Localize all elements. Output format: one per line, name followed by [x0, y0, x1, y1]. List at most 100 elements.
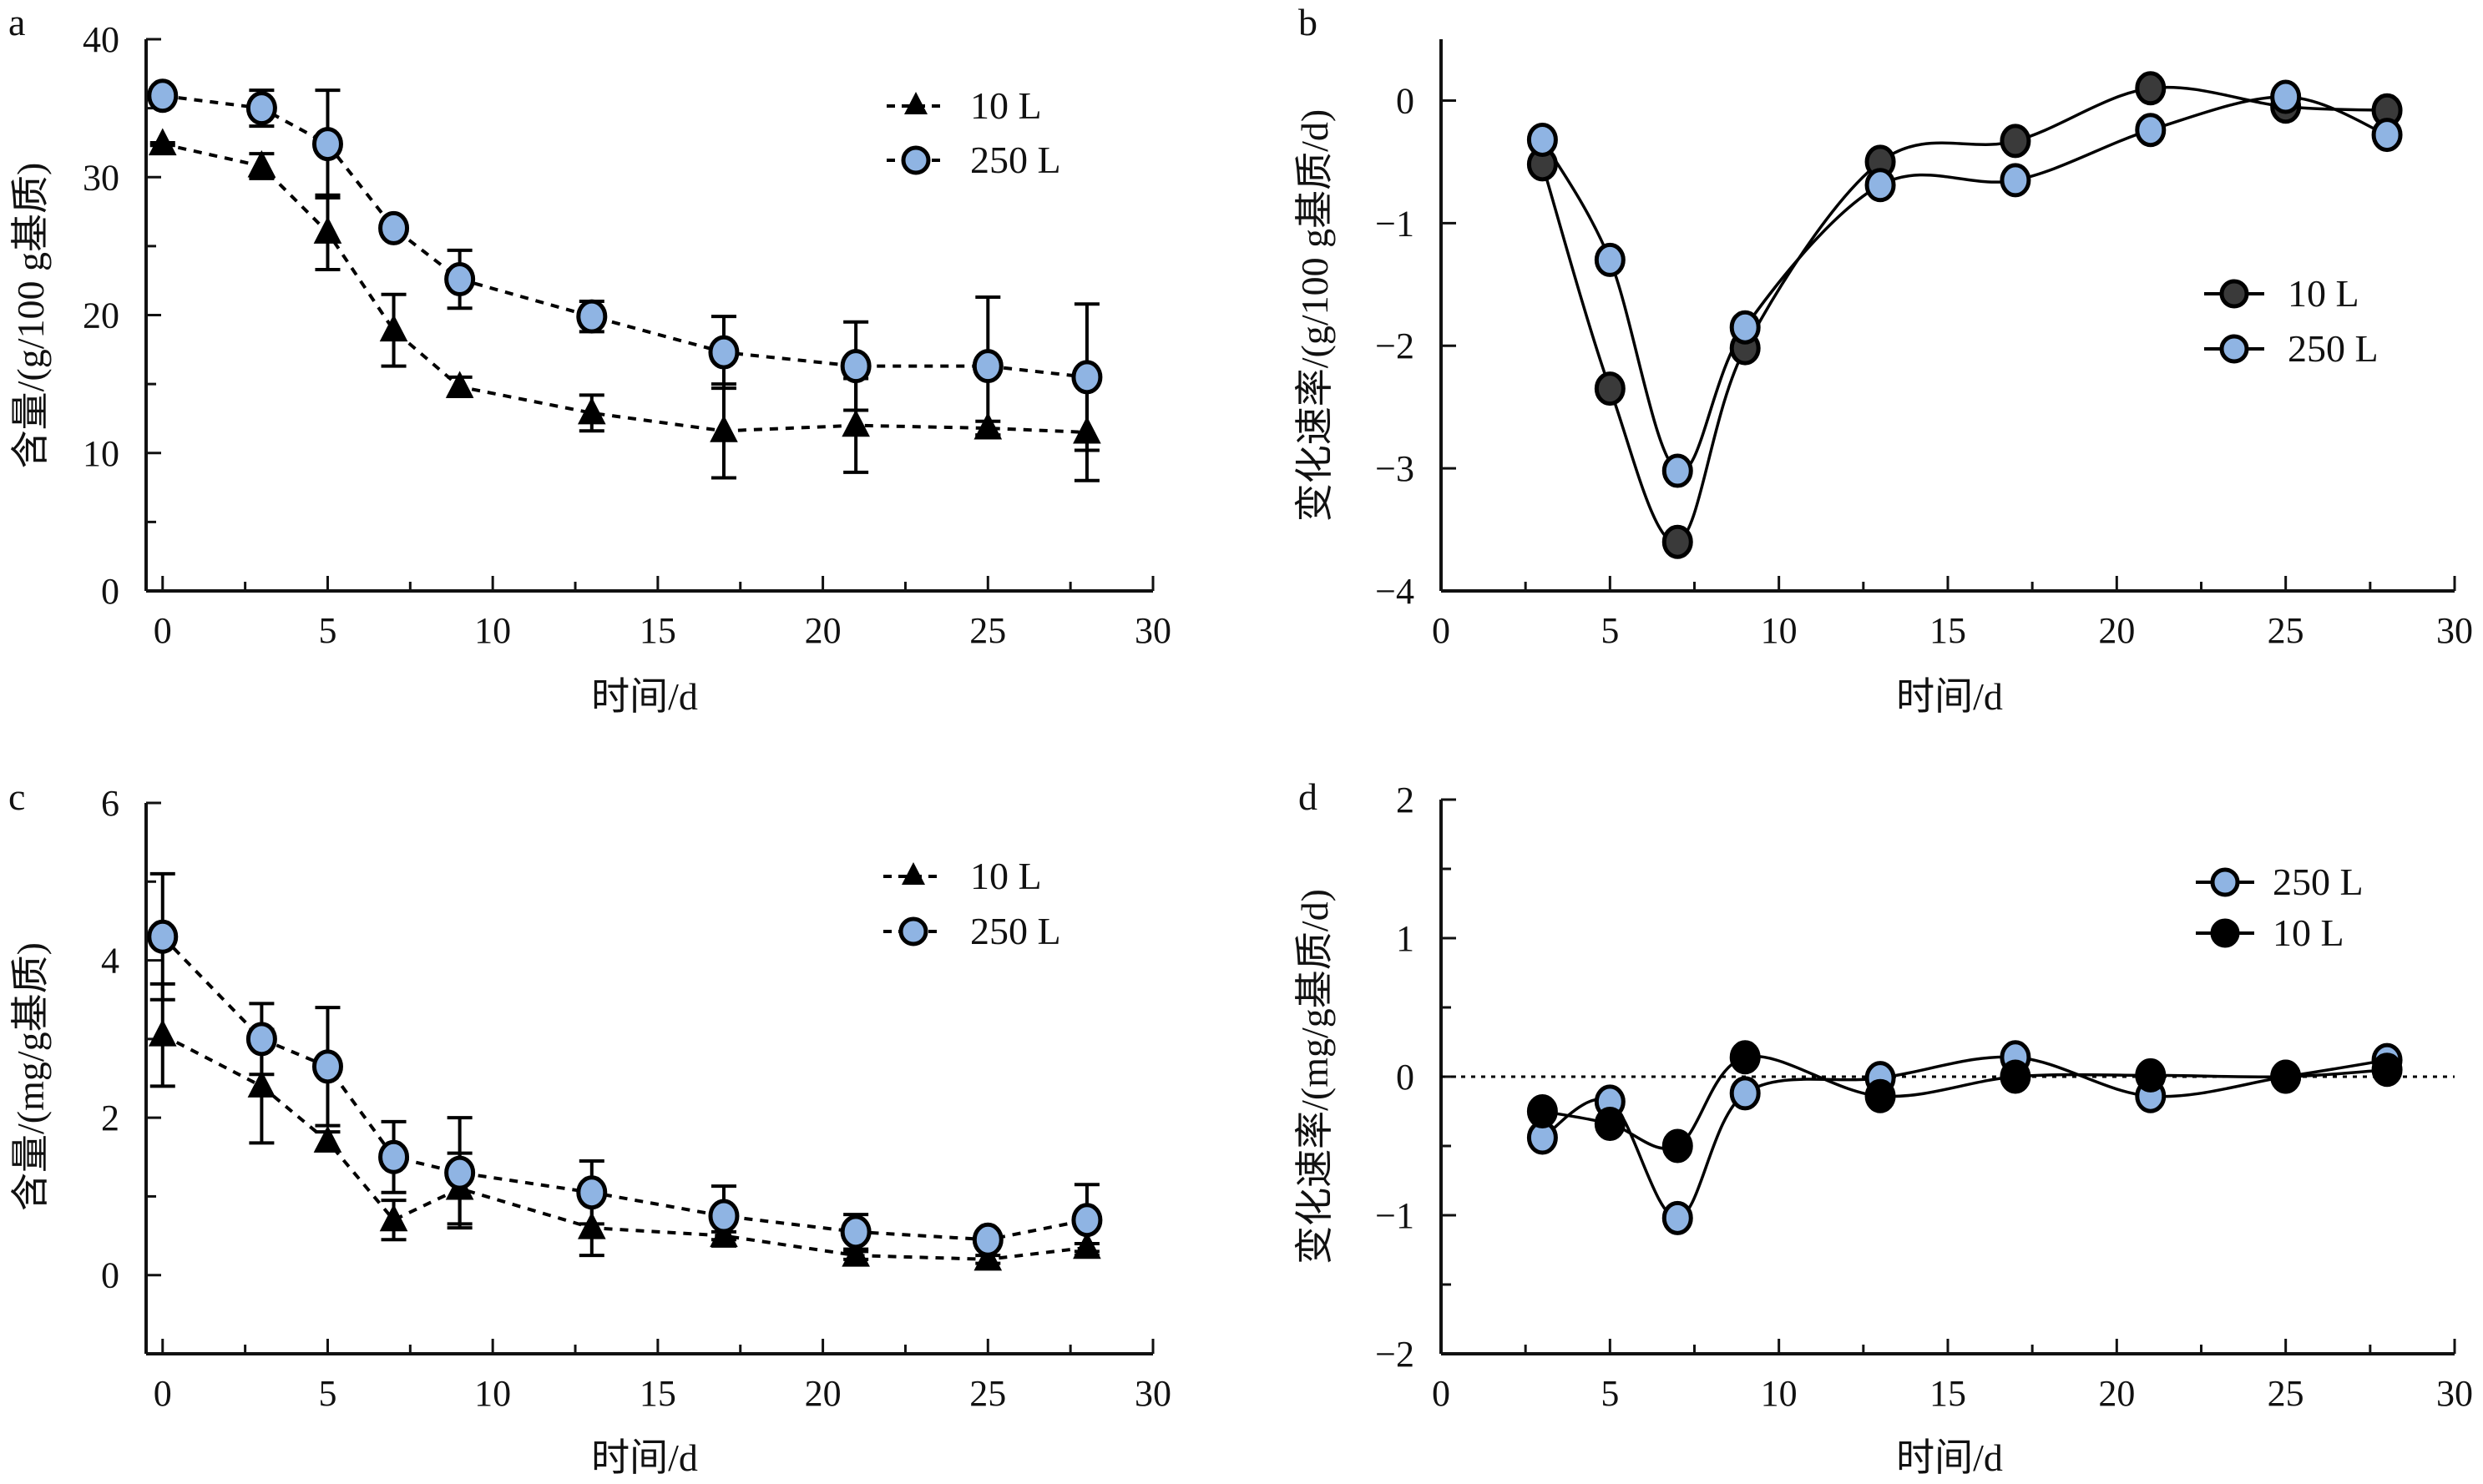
legend-item-250L: 250 L [2196, 861, 2364, 903]
x-tick-label: 20 [2098, 1373, 2135, 1414]
legend-item-10L: 10 L [887, 84, 1042, 127]
y-tick-label: 20 [83, 295, 119, 336]
series-10L-point [1073, 416, 1101, 444]
panel-label-c: c [8, 775, 25, 818]
series-10L-point [2371, 1052, 2403, 1088]
series-10L-point [842, 409, 870, 437]
panel-d: d 变化速率/(mg/g基质/d) 时间/d 0 5 10 15 20 25 30−2−10… [1293, 775, 2473, 1479]
series-250L-point [1071, 1203, 1103, 1238]
legend-circle-icon [2219, 279, 2249, 309]
series-250L-point [708, 1199, 740, 1234]
x-tick-label: 15 [640, 1373, 676, 1414]
series-250L-point [2270, 79, 2302, 114]
y-tick-label: 10 [83, 433, 119, 474]
x-tick-label: 30 [1135, 610, 1171, 651]
marks-c [147, 871, 1103, 1271]
y-tick-label: −4 [1375, 571, 1414, 612]
x-tick-label: 0 [154, 610, 172, 651]
series-250L-point [1071, 360, 1103, 395]
y-tick-label: 1 [1396, 918, 1414, 959]
x-axis-title-b: 时间/d [1896, 675, 2003, 718]
series-10L-point [1594, 1106, 1626, 1141]
x-tick-label: 30 [1135, 1373, 1171, 1414]
series-250L-point [245, 91, 277, 126]
y-axis-title-a: 含量/(g/100 g基质) [9, 163, 52, 469]
series-10L-point [1594, 371, 1626, 406]
marks-a [147, 78, 1103, 482]
legend-item-250L: 250 L [2204, 327, 2379, 370]
x-tick-label: 15 [640, 610, 676, 651]
legend-item-10L: 10 L [883, 855, 1042, 897]
y-axis-title-c: 含量/(mg/g基质) [9, 942, 52, 1211]
series-10L-point [247, 149, 276, 178]
series-250L-point [840, 349, 872, 384]
series-250L-point [972, 1222, 1004, 1257]
series-10L-point [379, 1204, 408, 1232]
x-tick-label: 0 [1432, 1373, 1450, 1414]
series-10L-point [1864, 1078, 1896, 1113]
series-250L-point [245, 1022, 277, 1057]
series-250L-line [161, 935, 1088, 1242]
legend-d: 250 L 10 L [2196, 861, 2364, 954]
series-250L-point [1729, 310, 1761, 345]
panel-label-a: a [8, 1, 25, 43]
legend-label-10L: 10 L [2288, 272, 2359, 315]
x-tick-label: 25 [2268, 1373, 2304, 1414]
series-250L-line [162, 93, 1088, 379]
series-250L-point [576, 1175, 608, 1210]
x-tick-label: 0 [1432, 610, 1450, 651]
x-tick-label: 15 [1929, 1373, 1966, 1414]
legend-label-250L: 250 L [970, 910, 1061, 952]
legend-item-10L: 10 L [2204, 272, 2359, 315]
legend-b: 10 L 250 L [2204, 272, 2379, 370]
series-250L-point [444, 1155, 476, 1190]
legend-item-250L: 250 L [887, 139, 1061, 181]
series-10L-point [973, 411, 1003, 440]
series-250L-point [1864, 168, 1896, 203]
x-axis-title-c: 时间/d [591, 1436, 698, 1479]
y-tick-label: −1 [1375, 203, 1414, 244]
legend-label-10L: 10 L [970, 855, 1042, 897]
series-250L-point [2371, 118, 2403, 153]
series-250L-point [444, 262, 476, 297]
series-10L-line [162, 142, 1088, 434]
x-tick-label: 10 [474, 610, 511, 651]
legend-circle-icon [901, 145, 931, 175]
y-tick-label: 4 [101, 941, 119, 982]
series-10L-point [842, 1239, 870, 1267]
x-tick-label: 5 [318, 610, 336, 651]
x-axis-title-d: 时间/d [1896, 1436, 2003, 1479]
series-250L-point [2000, 163, 2031, 198]
legend-item-10L: 10 L [2196, 911, 2344, 954]
y-tick-label: 2 [1396, 780, 1414, 820]
legend-label-10L: 10 L [970, 84, 1042, 127]
series-250L-point [1661, 453, 1693, 488]
series-250L-point [378, 1139, 410, 1174]
series-250L-point [576, 299, 608, 334]
axes-c: 0 5 10 15 20 25 30 0 2 4 6 [101, 783, 1171, 1414]
y-tick-label: −1 [1375, 1195, 1414, 1236]
series-10L-point [577, 396, 606, 425]
x-tick-label: 20 [805, 1373, 842, 1414]
series-250L-point [2135, 113, 2167, 148]
legend-triangle-icon [904, 92, 928, 114]
panel-a: a 含量/(g/100 g基质) 时间/d 0 5 10 15 20 25 30 0 10 20 3… [8, 1, 1171, 718]
series-10L-point [313, 216, 342, 244]
series-10L-point [2270, 1059, 2302, 1094]
x-tick-label: 5 [1601, 1373, 1619, 1414]
series-250L-point [1729, 1076, 1761, 1111]
marks-d [1526, 1040, 2403, 1235]
legend-c: 10 L 250 L [883, 855, 1061, 952]
axes-b: 0 5 10 15 20 25 30 −4 −3 −2 −1 0 [1375, 39, 2473, 651]
panel-label-b: b [1298, 1, 1317, 43]
series-10L-point [247, 1070, 276, 1098]
series-250L-point [147, 919, 179, 954]
series-10L-point [1661, 1128, 1693, 1163]
series-10L-line [1540, 85, 2388, 544]
x-tick-label: 25 [2268, 610, 2304, 651]
legend-label-10L: 10 L [2273, 911, 2344, 954]
legend-label-250L: 250 L [970, 139, 1061, 181]
x-tick-label: 20 [2098, 610, 2135, 651]
x-tick-label: 5 [318, 1373, 336, 1414]
legend-item-250L: 250 L [883, 910, 1061, 952]
